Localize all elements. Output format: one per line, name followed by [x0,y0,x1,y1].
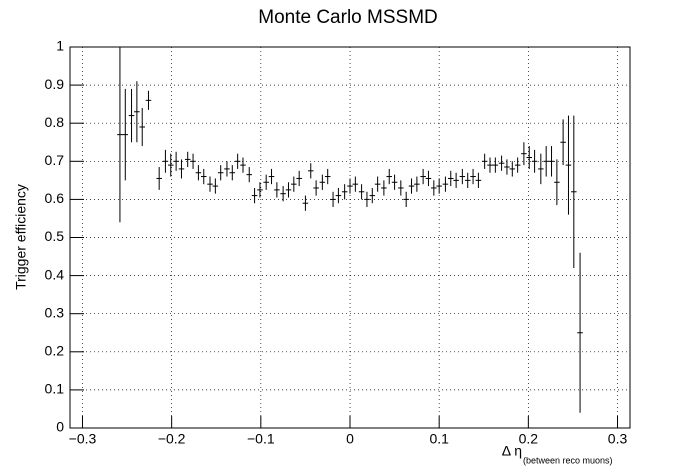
x-tick-label: −0.2 [158,431,186,447]
x-tick-label: 0.3 [608,431,628,447]
y-tick-label: 0.3 [45,304,65,320]
y-axis-label: Trigger efficiency [13,184,29,290]
y-tick-label: 0.1 [45,381,65,397]
y-tick-label: 0.6 [45,190,65,206]
y-tick-label: 0.8 [45,114,65,130]
y-tick-label: 0.4 [45,266,65,282]
y-tick-label: 0.2 [45,343,65,359]
x-tick-label: 0.1 [429,431,449,447]
x-axis-label: Δ η [502,443,522,459]
chart-title: Monte Carlo MSSMD [258,7,438,28]
y-tick-label: 0.5 [45,228,65,244]
x-axis-label-sub: (between reco muons) [523,455,613,465]
x-tick-label: 0 [346,431,354,447]
x-tick-label: 0.2 [519,431,539,447]
x-tick-label: −0.3 [69,431,97,447]
y-tick-label: 0 [56,419,64,435]
y-tick-label: 1 [56,38,64,54]
y-tick-label: 0.9 [45,76,65,92]
x-tick-label: −0.1 [247,431,275,447]
y-tick-label: 0.7 [45,152,65,168]
